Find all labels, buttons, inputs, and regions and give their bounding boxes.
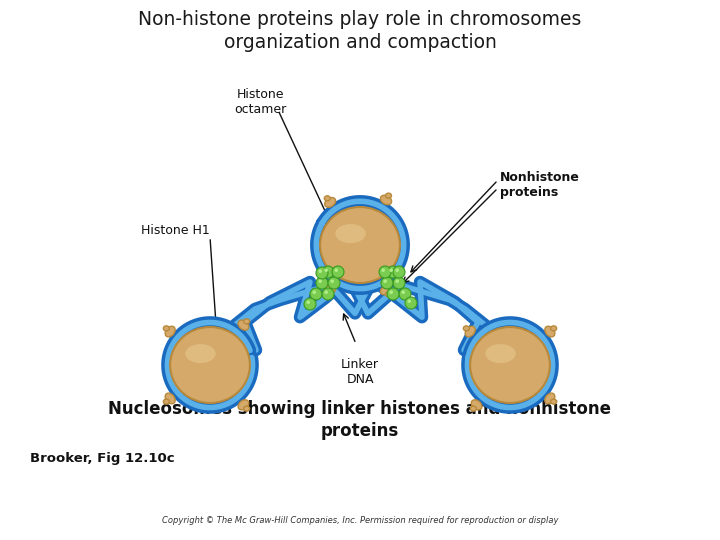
Circle shape	[318, 279, 322, 283]
Ellipse shape	[385, 292, 392, 297]
Text: Non-histone proteins play role in chromosomes
organization and compaction: Non-histone proteins play role in chromo…	[138, 10, 582, 52]
Circle shape	[393, 277, 405, 289]
Circle shape	[379, 266, 391, 278]
Circle shape	[395, 279, 399, 283]
Circle shape	[382, 268, 385, 272]
Ellipse shape	[551, 326, 557, 331]
Ellipse shape	[380, 195, 392, 205]
Ellipse shape	[325, 198, 336, 207]
Circle shape	[399, 288, 411, 300]
Circle shape	[304, 298, 316, 310]
Ellipse shape	[464, 326, 469, 331]
Text: Nonhistone
proteins: Nonhistone proteins	[500, 171, 580, 199]
Ellipse shape	[465, 326, 475, 337]
Ellipse shape	[336, 224, 366, 243]
Ellipse shape	[243, 406, 250, 411]
Ellipse shape	[324, 289, 330, 294]
Ellipse shape	[380, 285, 392, 295]
Ellipse shape	[163, 326, 169, 331]
Circle shape	[310, 288, 322, 300]
Circle shape	[381, 277, 393, 289]
Circle shape	[402, 291, 405, 294]
Circle shape	[395, 268, 399, 272]
Circle shape	[387, 288, 399, 300]
Circle shape	[383, 279, 387, 283]
Text: Copyright © The Mc Graw-Hill Companies, Inc. Permission required for reproductio: Copyright © The Mc Graw-Hill Companies, …	[162, 516, 558, 525]
Ellipse shape	[238, 320, 248, 330]
Circle shape	[318, 269, 322, 273]
Circle shape	[334, 268, 338, 272]
Ellipse shape	[320, 207, 400, 283]
Circle shape	[328, 277, 340, 289]
Ellipse shape	[170, 327, 250, 403]
Circle shape	[330, 279, 334, 283]
Text: Linker
DNA: Linker DNA	[341, 358, 379, 386]
Text: Brooker, Fig 12.10c: Brooker, Fig 12.10c	[30, 452, 175, 465]
Text: Histone H1: Histone H1	[140, 224, 210, 237]
Ellipse shape	[385, 193, 392, 198]
Ellipse shape	[243, 319, 250, 324]
Circle shape	[390, 268, 393, 272]
Circle shape	[387, 266, 399, 278]
Ellipse shape	[470, 406, 477, 411]
Ellipse shape	[163, 399, 169, 404]
Ellipse shape	[185, 344, 216, 363]
Ellipse shape	[472, 400, 482, 410]
Text: Histone
octamer: Histone octamer	[234, 88, 286, 116]
Ellipse shape	[325, 283, 336, 293]
Ellipse shape	[545, 393, 555, 404]
Ellipse shape	[470, 327, 550, 403]
Circle shape	[393, 266, 405, 278]
Ellipse shape	[165, 393, 175, 404]
Circle shape	[316, 267, 328, 279]
Text: Nucleosomes showing linker histones and nonhistone
proteins: Nucleosomes showing linker histones and …	[109, 400, 611, 440]
Circle shape	[405, 297, 417, 309]
Circle shape	[316, 277, 328, 289]
Circle shape	[390, 291, 393, 294]
Ellipse shape	[324, 196, 330, 201]
Circle shape	[312, 291, 316, 294]
Ellipse shape	[485, 344, 516, 363]
Circle shape	[307, 300, 310, 304]
Circle shape	[332, 266, 344, 278]
Circle shape	[325, 291, 328, 294]
Ellipse shape	[545, 326, 555, 337]
Ellipse shape	[238, 400, 248, 410]
Circle shape	[325, 268, 328, 272]
Ellipse shape	[165, 326, 175, 337]
Circle shape	[322, 288, 334, 300]
Circle shape	[408, 299, 411, 303]
Circle shape	[322, 266, 334, 278]
Ellipse shape	[551, 399, 557, 404]
